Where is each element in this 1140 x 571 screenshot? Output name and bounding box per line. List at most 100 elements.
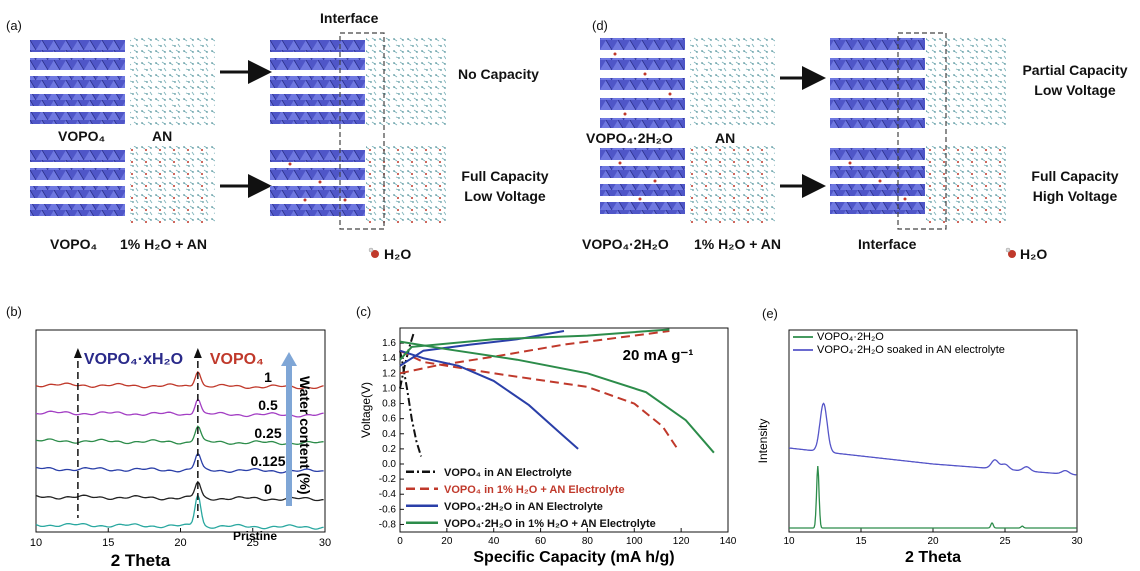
chart-c-xtick-label: 120 bbox=[673, 536, 690, 547]
chart-c-xtick-label: 140 bbox=[720, 536, 737, 547]
interface-result-a1 bbox=[270, 36, 446, 126]
chart-b-xtick-label: 25 bbox=[247, 537, 259, 549]
chart-e-xtick-label: 30 bbox=[1071, 536, 1083, 547]
chart-b-series-line bbox=[35, 398, 324, 418]
chart-c-curve-discharge bbox=[399, 340, 715, 454]
an-solvent-block-d1 bbox=[690, 36, 775, 128]
chart-b-series-line bbox=[35, 452, 324, 474]
water-legend-label-a: H₂O bbox=[384, 246, 412, 262]
chart-e-frame bbox=[788, 329, 1078, 533]
chart-b-xtick-label: 10 bbox=[30, 537, 42, 549]
chart-b-xtick-label: 20 bbox=[174, 537, 186, 549]
vopo4-layered-block-a1 bbox=[30, 40, 125, 124]
chart-c-ytick-label: -0.4 bbox=[379, 489, 397, 500]
chart-b-series-label: 0.5 bbox=[258, 397, 278, 413]
chart-c-ytick-label: 0.4 bbox=[382, 429, 396, 440]
chart-b-series-label: 0 bbox=[264, 481, 272, 497]
chart-c-xtick-label: 100 bbox=[626, 536, 643, 547]
label-vopo4-a2: VOPO₄ bbox=[50, 236, 98, 252]
chart-c-frame bbox=[399, 327, 729, 533]
water-an-solvent-block-a2 bbox=[130, 146, 215, 224]
chart-b-series-line bbox=[35, 370, 324, 390]
chart-b-peak-arrowhead bbox=[73, 348, 82, 358]
chart-c-ylabel: Voltage(V) bbox=[359, 382, 373, 438]
label-an-a1: AN bbox=[152, 128, 173, 144]
chart-c-curve-charge bbox=[399, 330, 670, 375]
chart-c-xtick-label: 60 bbox=[535, 536, 547, 547]
chart-e-xtick-label: 15 bbox=[855, 536, 867, 547]
chart-b-peak-arrowhead bbox=[193, 348, 202, 358]
chart-c-legend-label: VOPO₄ in 1% H₂O + AN Electrolyte bbox=[444, 484, 625, 496]
chart-c-voltage-capacity: 0 20 40 60 80 100 120 140 -0.8 -0.6 -0.4 -0.2 0.0 0.2… bbox=[359, 327, 737, 566]
chart-c-ytick-label: 0.2 bbox=[382, 444, 396, 455]
chart-b-xtick-label: 30 bbox=[319, 537, 331, 549]
chart-e-xlabel: 2 Theta bbox=[905, 549, 961, 566]
chart-b-xtick-label: 15 bbox=[102, 537, 114, 549]
chart-e-xtick-label: 25 bbox=[999, 536, 1011, 547]
chart-c-xtick-label: 80 bbox=[582, 536, 594, 547]
interface-result-d1 bbox=[830, 36, 1006, 128]
chart-b-xrd-water: 10 15 20 25 30 2 Theta 1 0.5 0.25 0.125 0 Pristine V… bbox=[30, 329, 331, 570]
chart-e-legend-label: VOPO₄·2H₂O bbox=[817, 331, 884, 343]
chart-c-curve-charge bbox=[399, 328, 670, 361]
label-water-an-d2: 1% H₂O + AN bbox=[694, 236, 782, 252]
chart-c-legend-label: VOPO₄·2H₂O in AN Electrolyte bbox=[444, 501, 603, 513]
chart-e-series-line bbox=[789, 465, 1077, 529]
chart-b-xlabel: 2 Theta bbox=[111, 551, 171, 570]
chart-c-ytick-label: 0.0 bbox=[382, 459, 396, 470]
chart-c-ytick-label: 1.0 bbox=[382, 383, 396, 394]
water-an-solvent-block-d2 bbox=[690, 146, 775, 224]
chart-b-annotation-anhydrous: VOPO₄ bbox=[210, 351, 264, 368]
result-label-d1: Partial Capacity Low Voltage bbox=[1022, 62, 1128, 98]
chart-c-legend-label: VOPO₄·2H₂O in 1% H₂O + AN Electrolyte bbox=[444, 518, 656, 530]
result-label-a2: Full Capacity Low Voltage bbox=[461, 168, 549, 204]
panel-a-letter: (a) bbox=[6, 18, 22, 33]
chart-b-series-line bbox=[35, 493, 324, 530]
chart-e-legend-label: VOPO₄·2H₂O soaked in AN electrolyte bbox=[817, 344, 1005, 356]
chart-c-xtick-label: 40 bbox=[488, 536, 500, 547]
an-solvent-block-a1 bbox=[130, 36, 215, 126]
result-label-d2: Full Capacity High Voltage bbox=[1031, 168, 1119, 204]
chart-c-ytick-label: -0.6 bbox=[379, 504, 397, 515]
chart-c-curve-discharge bbox=[399, 350, 423, 457]
label-vopo4-a1: VOPO₄ bbox=[58, 128, 106, 144]
chart-c-ytick-label: -0.2 bbox=[379, 474, 397, 485]
chart-c-ytick-label: 0.6 bbox=[382, 414, 396, 425]
interface-result-d2 bbox=[830, 146, 1006, 224]
chart-b-series-line bbox=[35, 480, 324, 502]
water-molecule-icon-d bbox=[1005, 247, 1016, 258]
chart-c-curve-charge bbox=[399, 330, 565, 367]
schematic-figure bbox=[30, 32, 1016, 258]
chart-b-series-label: 0.125 bbox=[250, 453, 285, 469]
label-vopo4-2h2o-d2: VOPO₄·2H₂O bbox=[582, 236, 669, 252]
interface-result-a2 bbox=[270, 146, 446, 224]
chart-b-ylabel: Water content (%) bbox=[297, 376, 313, 494]
chart-c-curve-charge bbox=[399, 331, 416, 389]
chart-c-ytick-label: 1.4 bbox=[382, 353, 396, 364]
chart-c-ytick-label: 1.2 bbox=[382, 368, 396, 379]
chart-c-ytick-label: 1.6 bbox=[382, 338, 396, 349]
panel-d-letter: (d) bbox=[592, 18, 608, 33]
chart-e-series-line bbox=[788, 402, 1077, 476]
chart-b-series-line bbox=[35, 425, 324, 446]
interface-box-d bbox=[897, 32, 947, 230]
chart-c-title: 20 mA g⁻¹ bbox=[623, 347, 694, 364]
water-molecule-icon-a bbox=[368, 247, 379, 258]
vopo4-layered-block-a2 bbox=[30, 150, 125, 216]
chart-b-series-label: 1 bbox=[264, 369, 272, 385]
chart-c-xlabel: Specific Capacity (mA h/g) bbox=[473, 549, 674, 566]
vopo4-2h2o-block-d2 bbox=[600, 148, 685, 214]
interface-label-d: Interface bbox=[858, 236, 917, 252]
chart-c-legend-label: VOPO₄ in AN Electrolyte bbox=[444, 467, 572, 479]
result-label-a1: No Capacity bbox=[458, 66, 539, 82]
label-vopo4-2h2o-d1: VOPO₄·2H₂O bbox=[586, 130, 673, 146]
chart-c-xtick-label: 0 bbox=[397, 536, 403, 547]
chart-b-series-label: 0.25 bbox=[254, 425, 281, 441]
panel-b-letter: (b) bbox=[6, 304, 22, 319]
chart-e-xtick-label: 10 bbox=[783, 536, 795, 547]
chart-c-ytick-label: 0.8 bbox=[382, 399, 396, 410]
chart-b-series-label: Pristine bbox=[233, 529, 277, 543]
chart-e-xrd-intensity: 10 15 20 25 30 2 Theta Intensity VOPO₄·2H₂OVOPO… bbox=[756, 329, 1083, 566]
chart-c-xtick-label: 20 bbox=[441, 536, 453, 547]
chart-c-ytick-label: -0.8 bbox=[379, 519, 397, 530]
